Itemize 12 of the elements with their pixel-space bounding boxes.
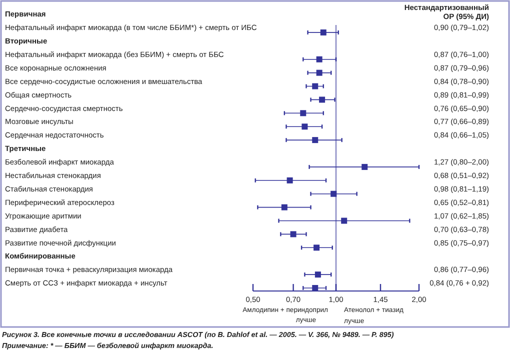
point [312, 137, 318, 144]
point [312, 285, 318, 291]
point [330, 190, 337, 197]
point [302, 124, 308, 130]
point [319, 96, 326, 103]
point [314, 244, 320, 251]
point [316, 70, 322, 76]
point [314, 272, 321, 278]
point [316, 56, 322, 62]
point [312, 83, 318, 90]
point [300, 110, 306, 116]
point [320, 29, 326, 36]
